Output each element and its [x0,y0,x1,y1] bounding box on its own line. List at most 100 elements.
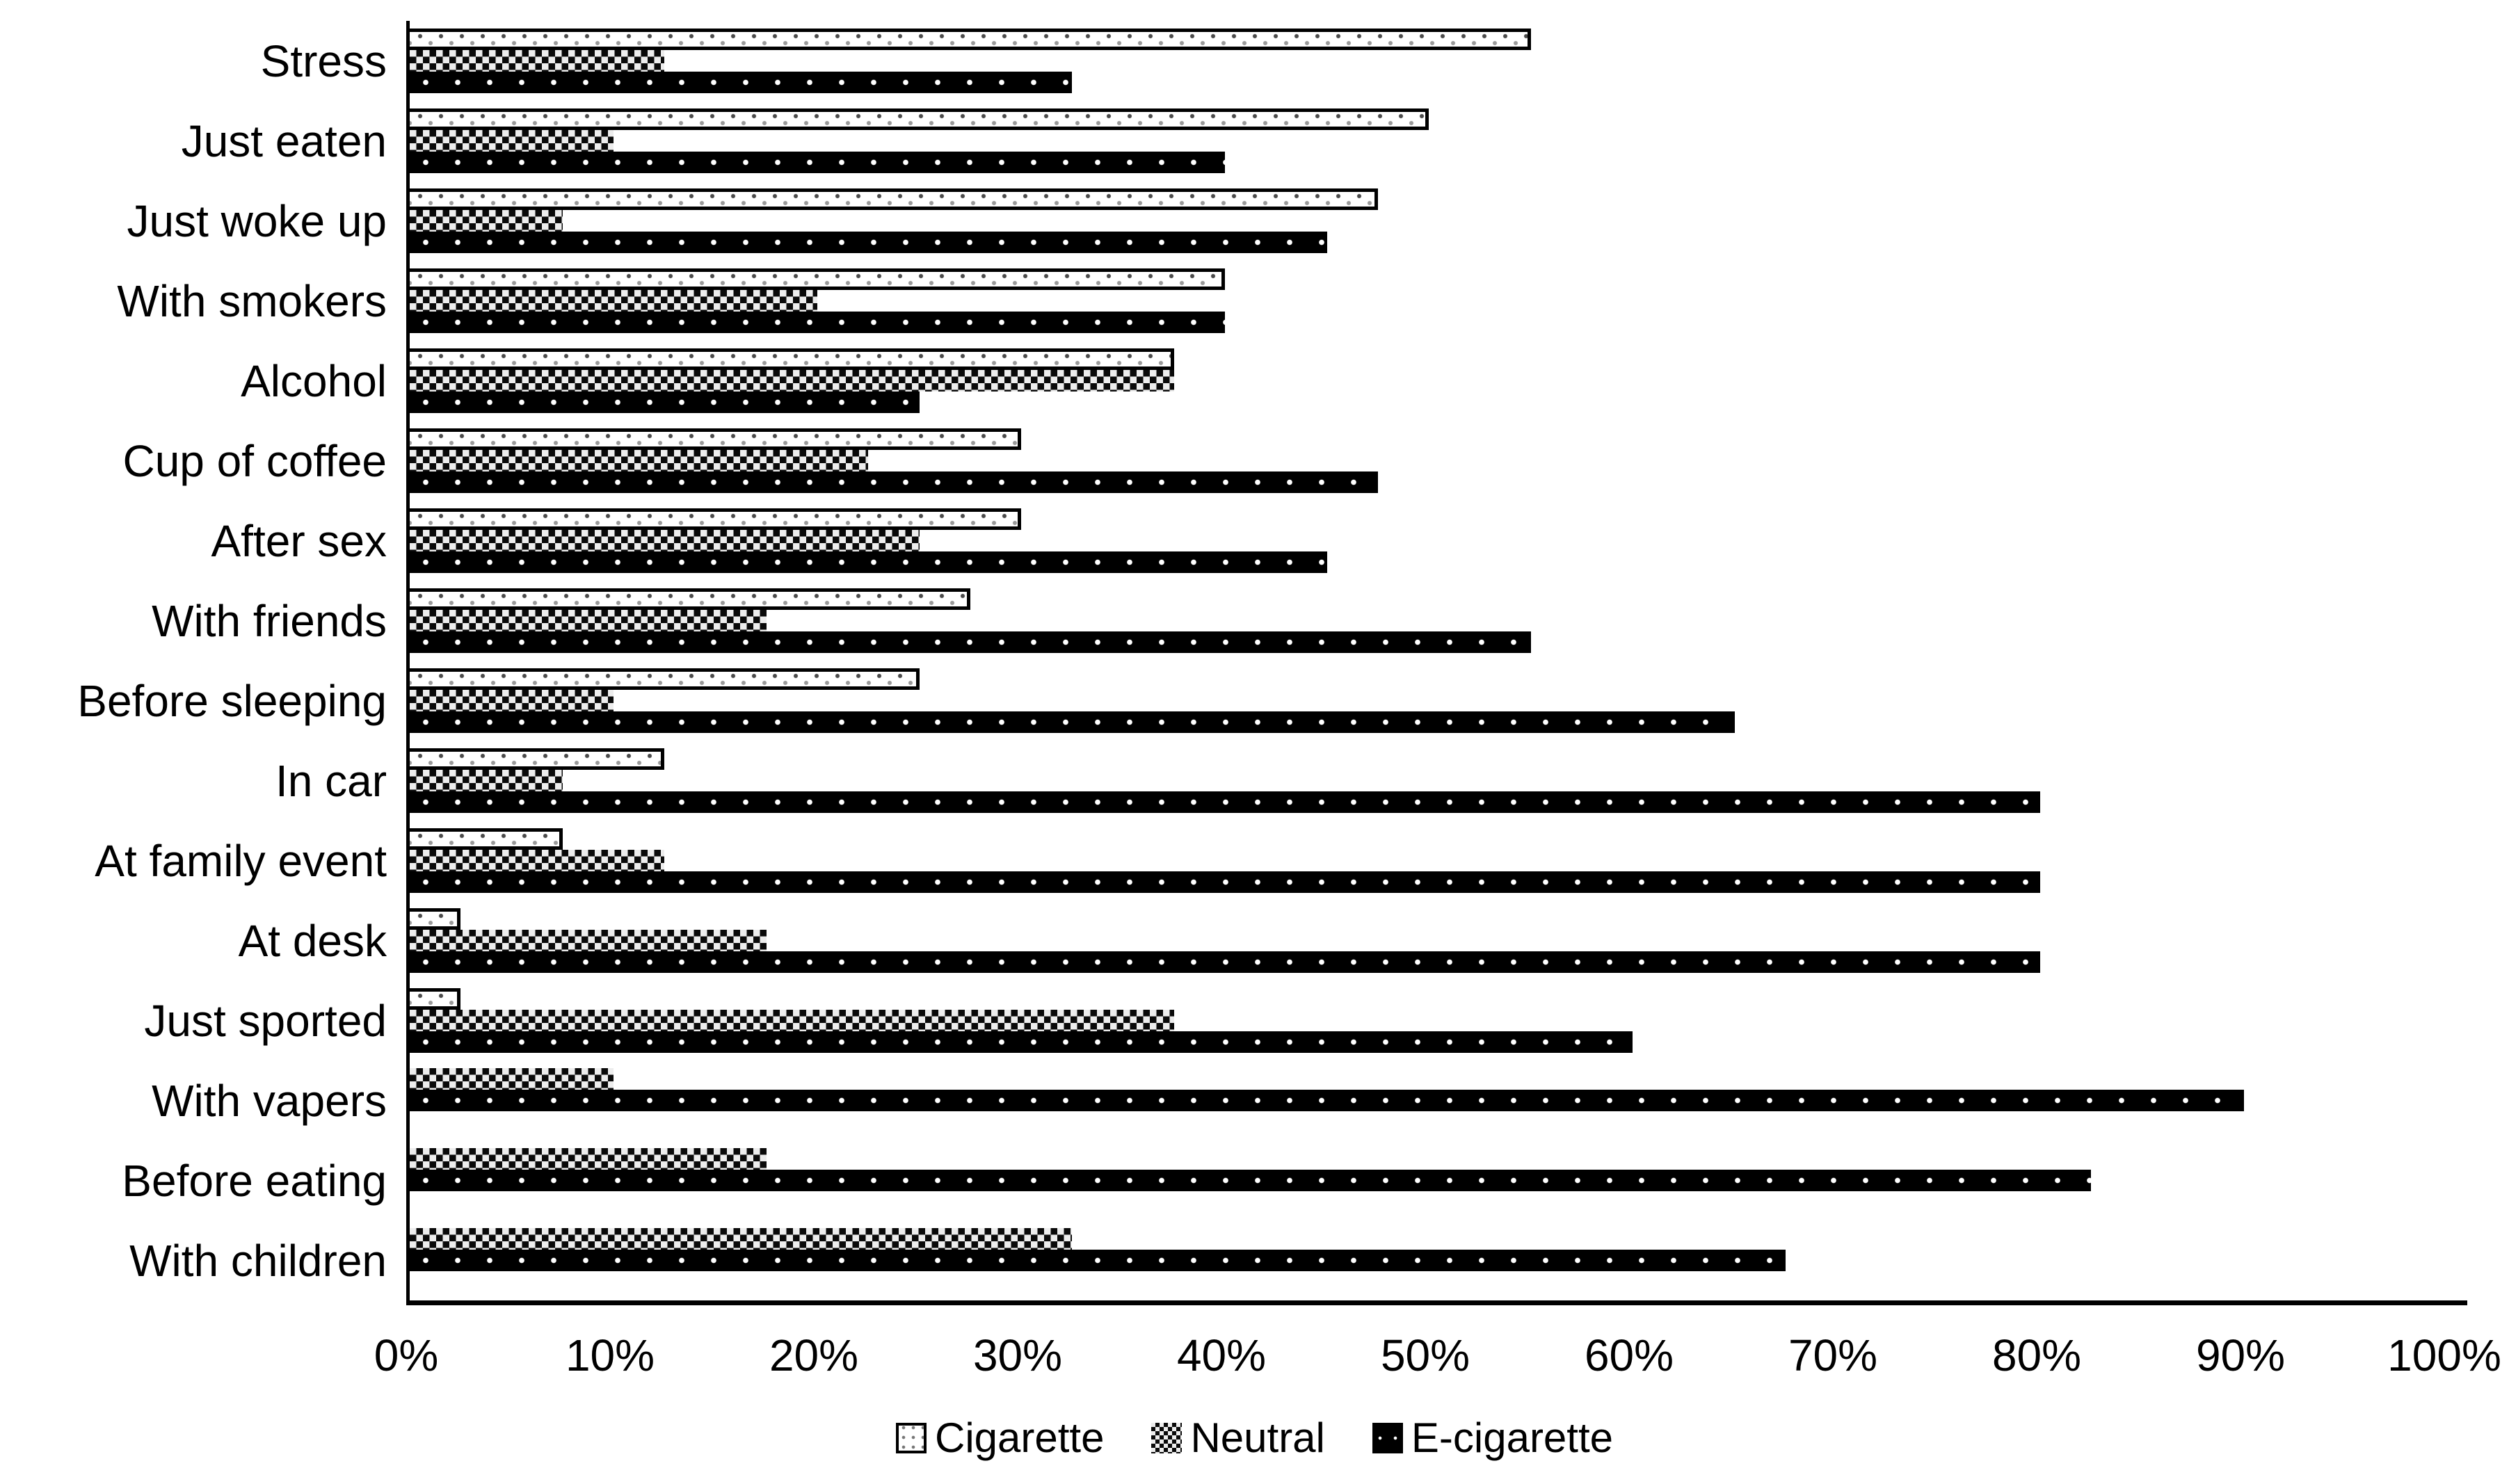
bar [410,29,1531,50]
bar [410,50,665,72]
bar-group [410,421,2467,501]
legend-item-cigarette: Cigarette [895,1413,1105,1463]
bar-group [410,661,2467,741]
bar [410,1148,767,1170]
bar [410,348,1174,370]
bar-group [410,1060,2467,1140]
bar-group [410,901,2467,981]
bar [410,188,1378,210]
bar [410,1068,614,1090]
bar [410,530,920,551]
bar [410,471,1378,493]
bar [410,770,563,791]
bar [410,668,920,690]
bar-group [410,501,2467,581]
category-label: Just eaten [181,115,387,166]
bar [410,551,1327,573]
bar [410,232,1327,253]
legend: Cigarette Neutral E-cigarette [0,1413,2509,1463]
bar [410,450,869,471]
bar [410,428,1021,450]
bar [410,210,563,232]
legend-label-e-cigarette: E-cigarette [1411,1414,1614,1461]
legend-label-neutral: Neutral [1190,1414,1325,1461]
category-label: In car [275,755,387,806]
category-label: With friends [152,595,387,646]
bar [410,690,614,711]
bar [410,1250,1786,1271]
bar-group [410,821,2467,901]
x-axis-tick-label: 0% [374,1330,439,1380]
bar [410,268,1225,290]
x-axis-tick-label: 40% [1176,1330,1267,1380]
category-label: Before eating [122,1155,387,1206]
category-label: Alcohol [241,355,387,406]
x-axis-tick-label: 20% [769,1330,859,1380]
x-axis-tick-label: 10% [565,1330,655,1380]
bar-group [410,21,2467,101]
bar-group [410,981,2467,1060]
x-axis-tick-label: 50% [1380,1330,1470,1380]
bar-group [410,581,2467,661]
x-axis-tick-label: 100% [2387,1330,2501,1380]
x-axis-tick-label: 70% [1788,1330,1878,1380]
bar-group [410,1140,2467,1220]
category-label: After sex [211,515,387,566]
bar [410,748,665,770]
bar [410,130,614,152]
plot-area [406,21,2467,1305]
legend-label-cigarette: Cigarette [934,1414,1105,1461]
bar [410,1090,2244,1111]
bar [410,988,461,1010]
bar [410,72,1073,93]
legend-swatch-cigarette-icon [895,1423,927,1453]
category-label: With vapers [152,1075,387,1126]
bar [410,508,1021,530]
bar-group [410,181,2467,261]
bar [410,290,817,312]
bar [410,312,1225,333]
category-label: Stress [260,35,387,86]
bar-group [410,101,2467,181]
category-label: Just woke up [127,195,387,246]
bar [410,711,1735,733]
x-axis-tick-label: 60% [1584,1330,1674,1380]
bar [410,1170,2092,1191]
bar [410,850,665,871]
legend-item-neutral: Neutral [1151,1413,1325,1463]
category-label: Cup of coffee [122,435,387,486]
legend-swatch-e-cigarette-icon [1372,1423,1403,1453]
bar [410,951,2040,973]
x-axis-tick-labels: 0% 10% 20% 30% 40% 50% 60% 70% 80% 90% 100% [374,1330,2501,1382]
x-axis-tick-label: 30% [972,1330,1063,1380]
bar [410,370,1174,392]
bar [410,791,2040,813]
bar [410,930,767,951]
category-label: At family event [95,835,387,886]
bar [410,631,1531,653]
bar-group [410,261,2467,341]
bar [410,152,1225,173]
legend-swatch-neutral-icon [1151,1423,1183,1453]
x-axis-tick-label: 80% [1991,1330,2082,1380]
bar [410,588,970,610]
category-labels: Stress Just eaten Just woke up With smokers… [0,21,387,1300]
category-label: Just sported [144,995,387,1046]
category-label: With smokers [117,275,387,326]
category-label: At desk [238,915,387,966]
bar [410,1010,1174,1031]
x-axis-tick-label: 90% [2195,1330,2286,1380]
bar-group [410,1220,2467,1300]
bar [410,392,920,413]
bar-group [410,341,2467,421]
bar [410,1031,1633,1053]
bar [410,1228,1073,1250]
bar [410,871,2040,893]
bar [410,828,563,850]
bar [410,610,767,631]
category-label: With children [129,1235,387,1286]
legend-item-e-cigarette: E-cigarette [1372,1413,1613,1463]
bar-group [410,741,2467,821]
bar [410,908,461,930]
